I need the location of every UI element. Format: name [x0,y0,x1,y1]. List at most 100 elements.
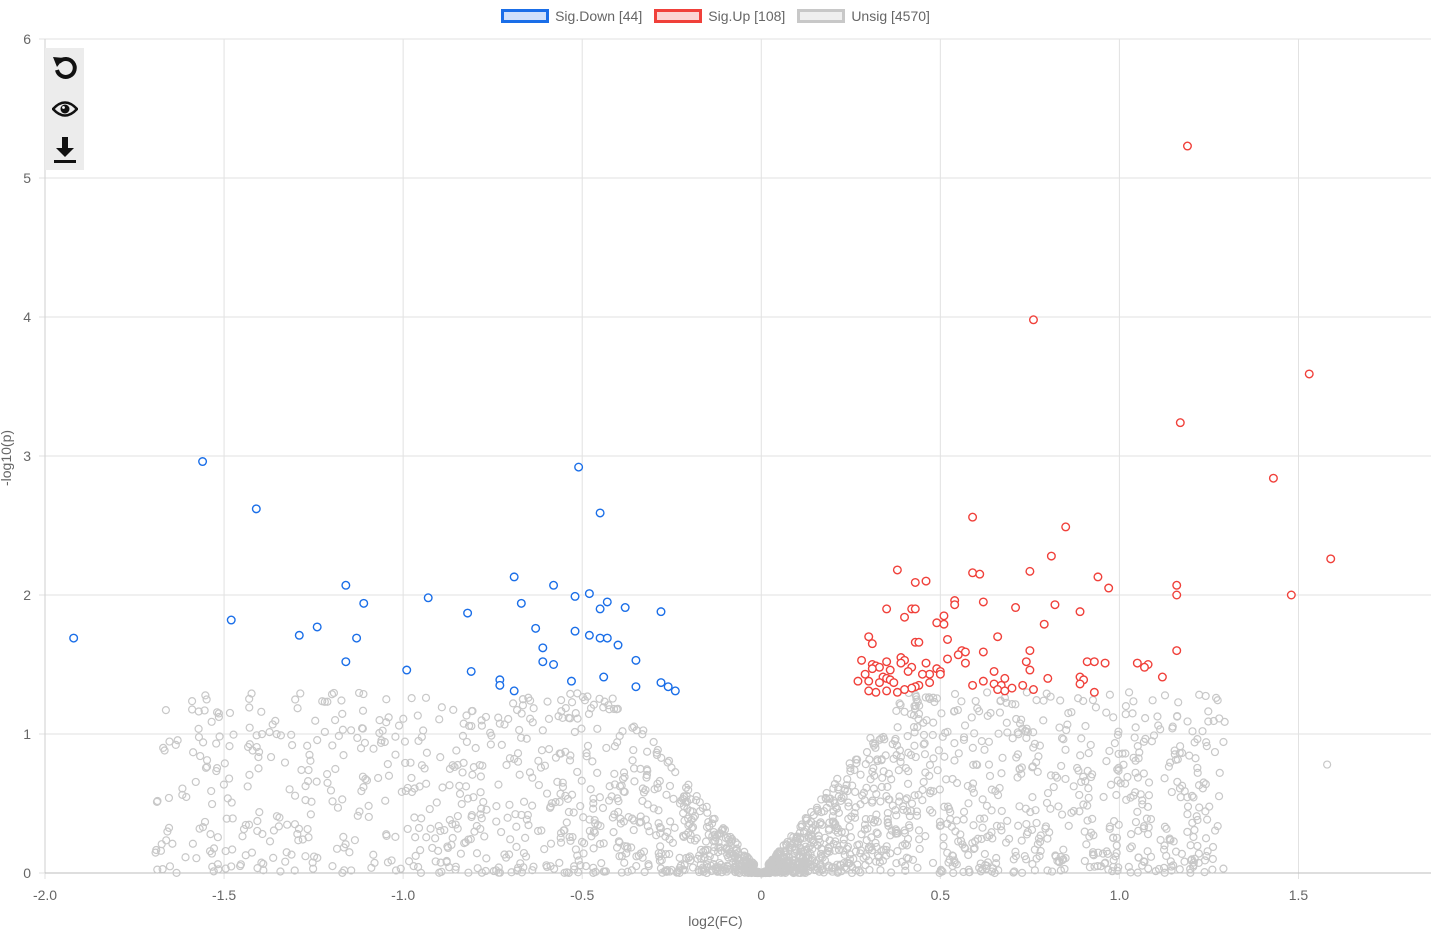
data-point-unsig [1010,867,1019,876]
data-point-unsig [540,761,550,770]
data-point-unsig [616,819,625,828]
data-point-unsig [638,853,647,862]
data-point-unsig [797,820,806,829]
reset-icon[interactable] [49,52,81,84]
data-point-unsig [861,815,870,824]
data-point-unsig [785,853,794,862]
data-point-unsig [382,718,391,727]
data-point-unsig [550,864,559,873]
data-point-unsig [871,743,880,752]
data-point-unsig [1183,717,1192,726]
data-point-sig-up [1039,619,1049,629]
data-point-unsig [1054,802,1063,811]
data-point-unsig [1219,737,1228,747]
data-point-unsig [764,867,773,876]
data-point-unsig [959,807,969,816]
data-point-unsig [504,850,514,859]
data-point-unsig [728,854,737,863]
data-point-unsig [293,704,302,713]
data-point-unsig [1213,821,1222,831]
data-point-unsig [587,832,596,841]
legend-item-sig-up[interactable]: Sig.Up [108] [654,8,785,24]
data-point-unsig [517,810,526,820]
data-point-unsig [1198,727,1207,736]
data-point-unsig [872,789,881,799]
data-point-sig-down [584,630,594,640]
data-point-sig-up [864,632,874,642]
data-point-unsig [1112,833,1122,842]
data-point-sig-up [968,512,978,522]
data-point-unsig [615,852,624,861]
data-point-unsig [406,758,415,767]
data-point-unsig [1190,825,1199,835]
data-point-unsig [304,765,313,775]
data-point-unsig [1063,720,1072,729]
data-point-unsig [305,750,314,759]
data-point-unsig [244,820,254,829]
data-point-unsig [1116,779,1125,788]
data-point-sig-up [1089,657,1099,667]
data-point-unsig [577,776,586,785]
data-point-unsig [871,739,880,748]
data-point-unsig [241,851,250,860]
data-point-unsig [384,713,393,722]
data-point-unsig [589,804,598,813]
data-point-unsig [837,867,846,876]
data-point-sig-up [1061,522,1071,532]
data-point-unsig [887,868,896,877]
data-point-unsig [585,826,594,836]
data-point-unsig [1170,746,1179,755]
data-point-unsig [528,718,537,727]
data-point-unsig [953,705,962,715]
data-point-unsig [1203,815,1212,824]
eye-icon[interactable] [49,93,81,125]
data-point-unsig [360,738,369,747]
data-point-unsig [328,797,337,806]
data-point-unsig [1139,769,1148,778]
data-point-unsig [515,725,524,735]
data-point-unsig [487,731,496,740]
data-point-unsig [383,759,392,769]
data-point-unsig [1200,868,1209,877]
data-point-unsig [666,817,675,826]
data-point-unsig [658,868,667,877]
data-point-unsig [1144,778,1154,787]
legend-item-sig-down[interactable]: Sig.Down [44] [501,8,642,24]
data-point-unsig [920,750,930,759]
data-point-unsig [1067,708,1076,717]
data-point-unsig [449,705,458,714]
data-point-unsig [471,743,480,753]
data-point-sig-down [69,633,79,643]
data-point-unsig [1003,816,1012,825]
data-point-unsig [1167,866,1176,875]
data-point-unsig [1013,750,1023,759]
data-point-unsig [731,838,740,847]
data-point-unsig [1143,830,1153,839]
data-point-unsig [1083,816,1092,825]
data-point-unsig [934,746,944,755]
data-point-unsig [608,694,617,703]
data-point-unsig [903,779,913,788]
data-point-unsig [1193,763,1202,773]
data-point-unsig [253,863,262,873]
data-point-unsig [644,860,653,869]
data-point-unsig [1049,782,1058,792]
data-point-unsig [382,695,391,704]
data-point-unsig [294,836,303,845]
data-point-unsig [1166,857,1175,866]
data-point-unsig [1167,787,1176,797]
data-point-unsig [815,854,824,863]
data-point-sig-up [1326,554,1336,564]
data-point-sig-up [867,639,877,649]
data-point-unsig [1052,773,1062,782]
legend-item-unsig[interactable]: Unsig [4570] [797,8,930,24]
download-icon[interactable] [49,134,81,166]
data-point-unsig [1056,696,1065,705]
data-point-unsig [805,819,814,828]
data-point-unsig [597,859,606,868]
data-point-unsig [861,860,870,870]
data-point-unsig [247,689,256,698]
data-point-unsig [1021,855,1031,864]
data-point-unsig [1126,844,1135,853]
data-point-unsig [271,716,280,725]
